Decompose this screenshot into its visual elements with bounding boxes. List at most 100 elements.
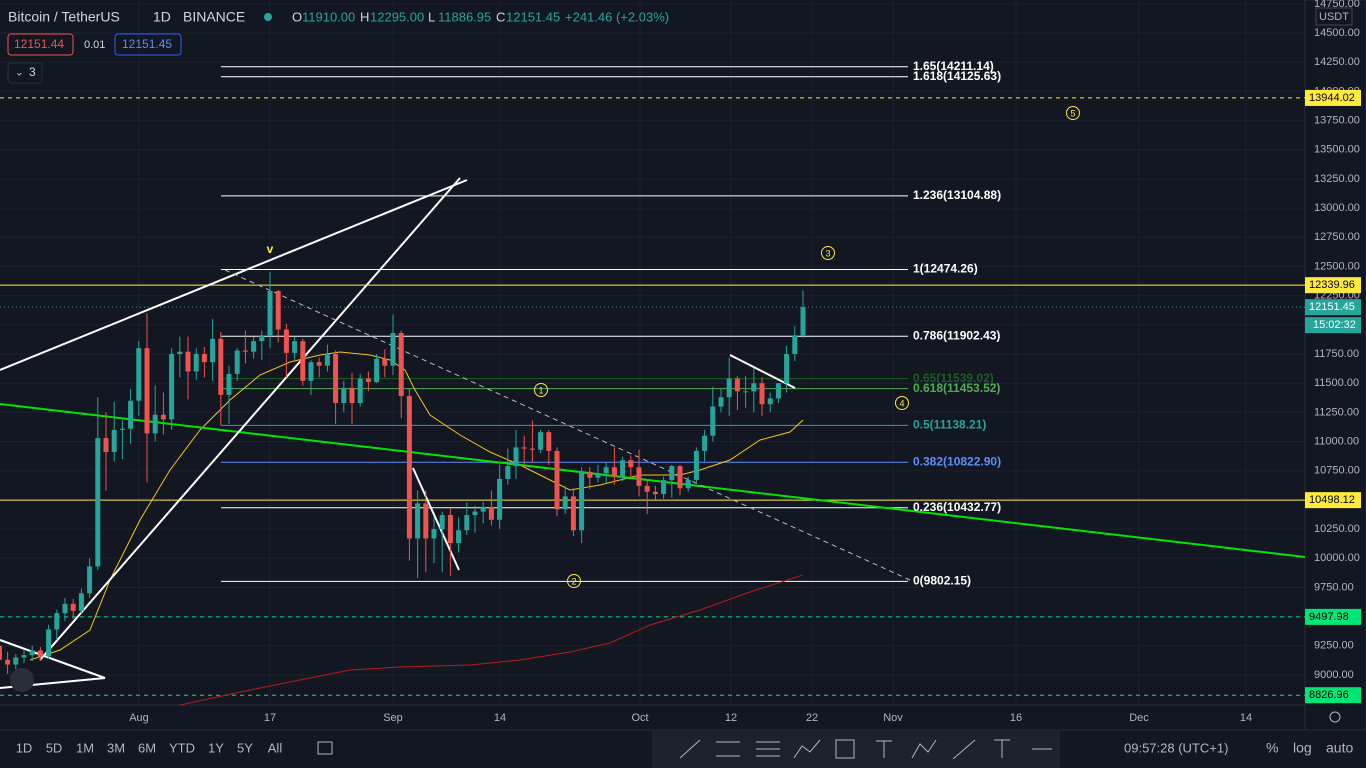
tool[interactable] [835, 739, 855, 759]
period-button[interactable]: 6M [138, 740, 156, 755]
tool[interactable] [952, 739, 976, 760]
y-tick-label: 12500.00 [1314, 260, 1360, 272]
wave-label: 4 [899, 398, 904, 408]
candle-body [357, 378, 363, 404]
interval: 1D [153, 9, 171, 25]
fib-label: 0.236(10432.77) [913, 500, 1001, 514]
candle-body [652, 491, 658, 495]
log-toggle[interactable]: log [1293, 740, 1312, 756]
tool[interactable] [679, 739, 701, 759]
candle-body [119, 428, 125, 430]
candle-body [546, 432, 552, 451]
indicator-count[interactable]: 3 [29, 65, 36, 79]
trend-line [0, 403, 1306, 558]
price-tag-label: 8826.96 [1309, 689, 1349, 701]
wave-label: 3 [825, 248, 830, 258]
candle-body [308, 362, 314, 381]
candle-body [54, 613, 60, 630]
candle-body [316, 362, 322, 366]
fib-label: 1.65(14211.14) [913, 59, 994, 73]
moving-average [29, 351, 804, 661]
period-button[interactable]: 3M [107, 740, 125, 755]
price-tag-label: 9497.98 [1309, 611, 1349, 623]
sell-box[interactable] [7, 33, 74, 56]
period-button[interactable]: YTD [169, 740, 195, 755]
candle-body [792, 335, 798, 355]
wave-label: 2 [571, 576, 576, 586]
price-tag [1305, 608, 1361, 625]
period-button[interactable]: 1M [76, 740, 94, 755]
period-button[interactable]: All [268, 740, 283, 755]
candle-body [505, 466, 511, 479]
candle-body [177, 351, 183, 355]
candle-body [456, 530, 462, 544]
wave-circle [1066, 106, 1080, 120]
fib-label: 1.236(13104.88) [913, 188, 1001, 202]
candle-body [570, 496, 576, 531]
fib-label: 0(9802.15) [913, 574, 971, 588]
y-tick-label: 11250.00 [1314, 406, 1359, 418]
ohlc-value: 11886.95 [438, 9, 491, 24]
price-tag-label: 12151.45 [1309, 301, 1355, 313]
fib-label: 0.65(11539.02) [913, 371, 994, 385]
period-button[interactable]: 5D [46, 740, 63, 755]
period-button[interactable]: 1Y [208, 740, 224, 755]
y-tick-label: 13750.00 [1314, 114, 1360, 126]
candle-body [554, 450, 560, 510]
candle-body [333, 354, 339, 404]
percent-toggle[interactable]: % [1266, 740, 1278, 756]
y-tick-label: 13500.00 [1314, 144, 1360, 156]
candle-body [5, 659, 11, 665]
tool[interactable] [793, 739, 821, 759]
candle-body [292, 341, 298, 353]
candle-body [374, 358, 380, 383]
candle-body [579, 471, 585, 531]
period-button[interactable]: 1D [16, 740, 33, 755]
candle-body [595, 473, 601, 478]
price-tag [1305, 277, 1361, 294]
bid[interactable]: 12151.44 [14, 37, 64, 51]
y-tick-label: 11750.00 [1314, 348, 1359, 360]
candle-body [521, 447, 527, 449]
candle-body [513, 447, 519, 467]
candle-body [702, 435, 708, 451]
range-icon[interactable] [317, 741, 333, 755]
ohlc-value: 11910.00 [302, 9, 355, 24]
tool[interactable] [911, 739, 937, 759]
candle-body [0, 645, 2, 660]
candle-body [734, 378, 740, 392]
candle-body [767, 398, 773, 405]
candle-body [78, 593, 84, 611]
candle-body [751, 383, 757, 392]
peak-label: v [267, 242, 274, 256]
candle-body [128, 400, 134, 429]
settings-icon[interactable] [1329, 711, 1341, 723]
y-tick-label: 14250.00 [1314, 56, 1360, 68]
status-dot [264, 13, 272, 21]
candle-body [398, 333, 404, 397]
y-tick-label: 13250.00 [1314, 173, 1360, 185]
period-button[interactable]: 5Y [237, 740, 253, 755]
candle-body [759, 383, 765, 405]
currency: USDT [1319, 11, 1349, 23]
candle-body [218, 338, 224, 395]
buy-box[interactable] [114, 33, 182, 56]
x-tick-label: 12 [725, 712, 737, 724]
candle-body [62, 603, 68, 614]
price-tag [1305, 299, 1361, 316]
exchange: BINANCE [183, 9, 245, 25]
candle-body [480, 506, 486, 512]
candle-body [538, 432, 544, 450]
indicator-toggle[interactable] [7, 62, 43, 84]
candle-body [111, 429, 117, 453]
candles [0, 272, 806, 674]
candle-body [423, 503, 429, 539]
price-tag-label: 12339.96 [1309, 279, 1355, 291]
candle-body [472, 511, 478, 516]
auto-toggle[interactable]: auto [1326, 740, 1353, 756]
candle-body [677, 466, 683, 489]
candle-body [669, 466, 675, 481]
ask[interactable]: 12151.45 [122, 37, 172, 51]
